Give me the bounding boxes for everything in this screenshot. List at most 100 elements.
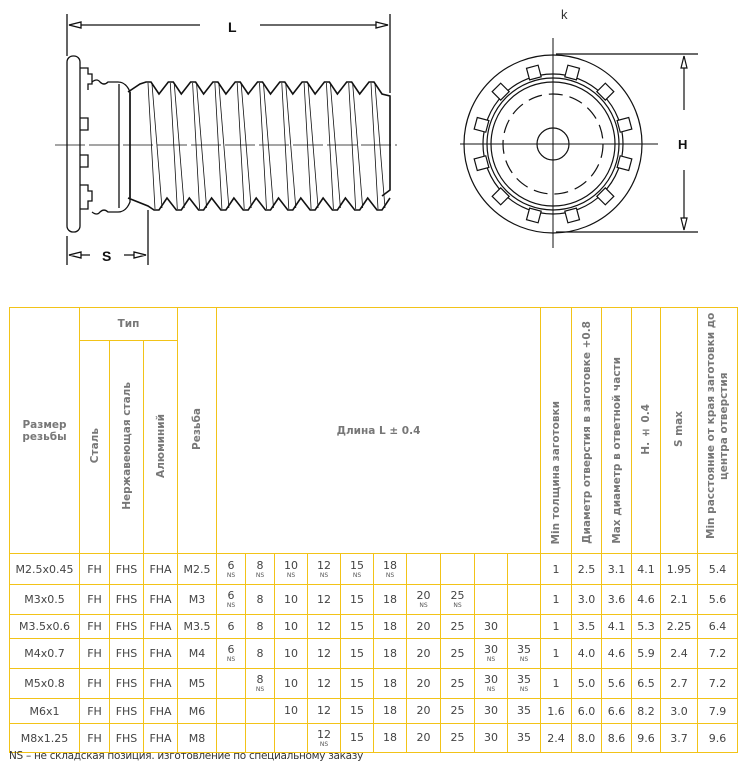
cell-length	[216, 723, 246, 753]
cell-length: 18	[373, 668, 407, 699]
length-value: 8	[256, 646, 264, 660]
cell-thread: M8	[177, 723, 217, 753]
cell-length: 20	[406, 668, 441, 699]
length-value: 12	[317, 619, 331, 633]
cell-steel: FH	[79, 553, 110, 585]
table-row: M6x1 FH FHS FHA M6 10 12 15 18 20 25 30 35 1.6 6.0 6.6 8…	[9, 698, 738, 724]
ns-mark: NS	[226, 571, 236, 579]
cell-size: M3.5x0.6	[9, 614, 80, 639]
length-value: 25	[450, 676, 465, 690]
cell-max-mating-diameter: 8.6	[601, 723, 632, 753]
cell-thread: M5	[177, 668, 217, 699]
label-h: H	[678, 137, 687, 152]
ns-mark: NS	[419, 602, 428, 609]
table-row: M8x1.25 FH FHS FHA M8 12 NS 15 18 20 25 30 35 2.4 8.0 8…	[9, 723, 738, 753]
length-value: 15	[350, 592, 364, 606]
tooth	[525, 207, 542, 224]
length-value: 6	[227, 643, 235, 656]
cell-length: 30	[474, 698, 508, 724]
header-size: Размер резьбы	[9, 307, 80, 554]
cell-length: 25 NS	[440, 584, 475, 615]
length-value: 12	[317, 704, 331, 717]
cell-thread: M4	[177, 638, 217, 669]
cell-stainless: FHS	[109, 723, 144, 753]
cell-min-thickness: 1	[540, 584, 572, 615]
cell-length	[216, 668, 246, 699]
header-length: Длина L ± 0.4	[216, 307, 541, 554]
cell-length: 35 NS	[507, 638, 541, 669]
cell-length: 6 NS	[216, 584, 246, 615]
cell-hole-diameter: 6.0	[571, 698, 602, 724]
cell-s-max: 1.95	[660, 553, 698, 585]
header-min-edge-distance: Min расстояние от края заготовки до цент…	[697, 307, 738, 554]
cell-length: 15	[340, 614, 374, 639]
cell-min-thickness: 2.4	[540, 723, 572, 753]
cell-length: 12 NS	[307, 723, 341, 753]
ns-mark: NS	[255, 571, 265, 579]
cell-h: 6.5	[631, 668, 661, 699]
cell-hole-diameter: 3.0	[571, 584, 602, 615]
length-value: 30	[484, 704, 498, 717]
length-value: 8	[256, 619, 264, 633]
length-label-l: L	[228, 19, 237, 35]
header-h: H. ± 0.4	[631, 307, 661, 554]
cell-stainless: FHS	[109, 698, 144, 724]
cell-stainless: FHS	[109, 614, 144, 639]
cell-hole-diameter: 2.5	[571, 553, 602, 585]
cell-length	[216, 698, 246, 724]
ns-mark: NS	[453, 602, 462, 609]
cell-s-max: 2.25	[660, 614, 698, 639]
tooth	[616, 116, 633, 133]
cell-stainless: FHS	[109, 638, 144, 669]
length-value: 30	[484, 731, 498, 744]
length-value: 6	[227, 619, 235, 633]
tooth	[616, 155, 633, 172]
length-value: 15	[350, 619, 364, 633]
length-value: 12	[317, 592, 331, 606]
length-value: 30	[484, 643, 498, 656]
length-value: 10	[284, 619, 298, 633]
cell-length: 18 NS	[373, 553, 407, 585]
table-row: M5x0.8 FH FHS FHA M5 8 NS 10 12 15 18 20 25 30 NS 35 NS 1…	[9, 668, 738, 699]
cell-aluminium: FHA	[143, 614, 178, 639]
cell-length: 12 NS	[307, 553, 341, 585]
length-value: 25	[450, 589, 465, 602]
cell-hole-diameter: 5.0	[571, 668, 602, 699]
length-value: 35	[517, 704, 531, 717]
cell-length: 6 NS	[216, 553, 246, 585]
cell-min-edge-distance: 5.4	[697, 553, 738, 585]
cell-size: M3x0.5	[9, 584, 80, 615]
tooth	[595, 186, 615, 206]
ns-mark: NS	[519, 686, 529, 693]
length-value: 15	[350, 558, 364, 572]
cell-min-thickness: 1	[540, 668, 572, 699]
cell-length: 10	[274, 668, 308, 699]
cell-min-edge-distance: 7.2	[697, 668, 738, 699]
technical-drawing: L S k H	[55, 7, 698, 265]
cell-length: 8	[245, 614, 275, 639]
length-value: 35	[517, 673, 531, 686]
end-view	[460, 38, 698, 248]
cell-min-edge-distance: 6.4	[697, 614, 738, 639]
cell-length: 20	[406, 698, 441, 724]
cell-length: 18	[373, 584, 407, 615]
cell-aluminium: FHA	[143, 723, 178, 753]
cell-s-max: 3.0	[660, 698, 698, 724]
length-value: 15	[350, 646, 364, 660]
header-stainless: Нержавеющая сталь	[109, 340, 144, 554]
cell-s-max: 2.7	[660, 668, 698, 699]
label-k: k	[561, 7, 568, 22]
header-steel: Сталь	[79, 340, 110, 554]
cell-length: 10	[274, 698, 308, 724]
cell-length: 15	[340, 638, 374, 669]
length-value: 25	[450, 704, 465, 717]
length-value: 18	[383, 558, 397, 572]
cell-length	[507, 584, 541, 615]
cell-length: 20	[406, 638, 441, 669]
side-view	[55, 14, 397, 265]
cell-length: 10	[274, 638, 308, 669]
cell-length: 10	[274, 614, 308, 639]
cell-length: 20	[406, 614, 441, 639]
cell-steel: FH	[79, 668, 110, 699]
cell-length: 15	[340, 668, 374, 699]
